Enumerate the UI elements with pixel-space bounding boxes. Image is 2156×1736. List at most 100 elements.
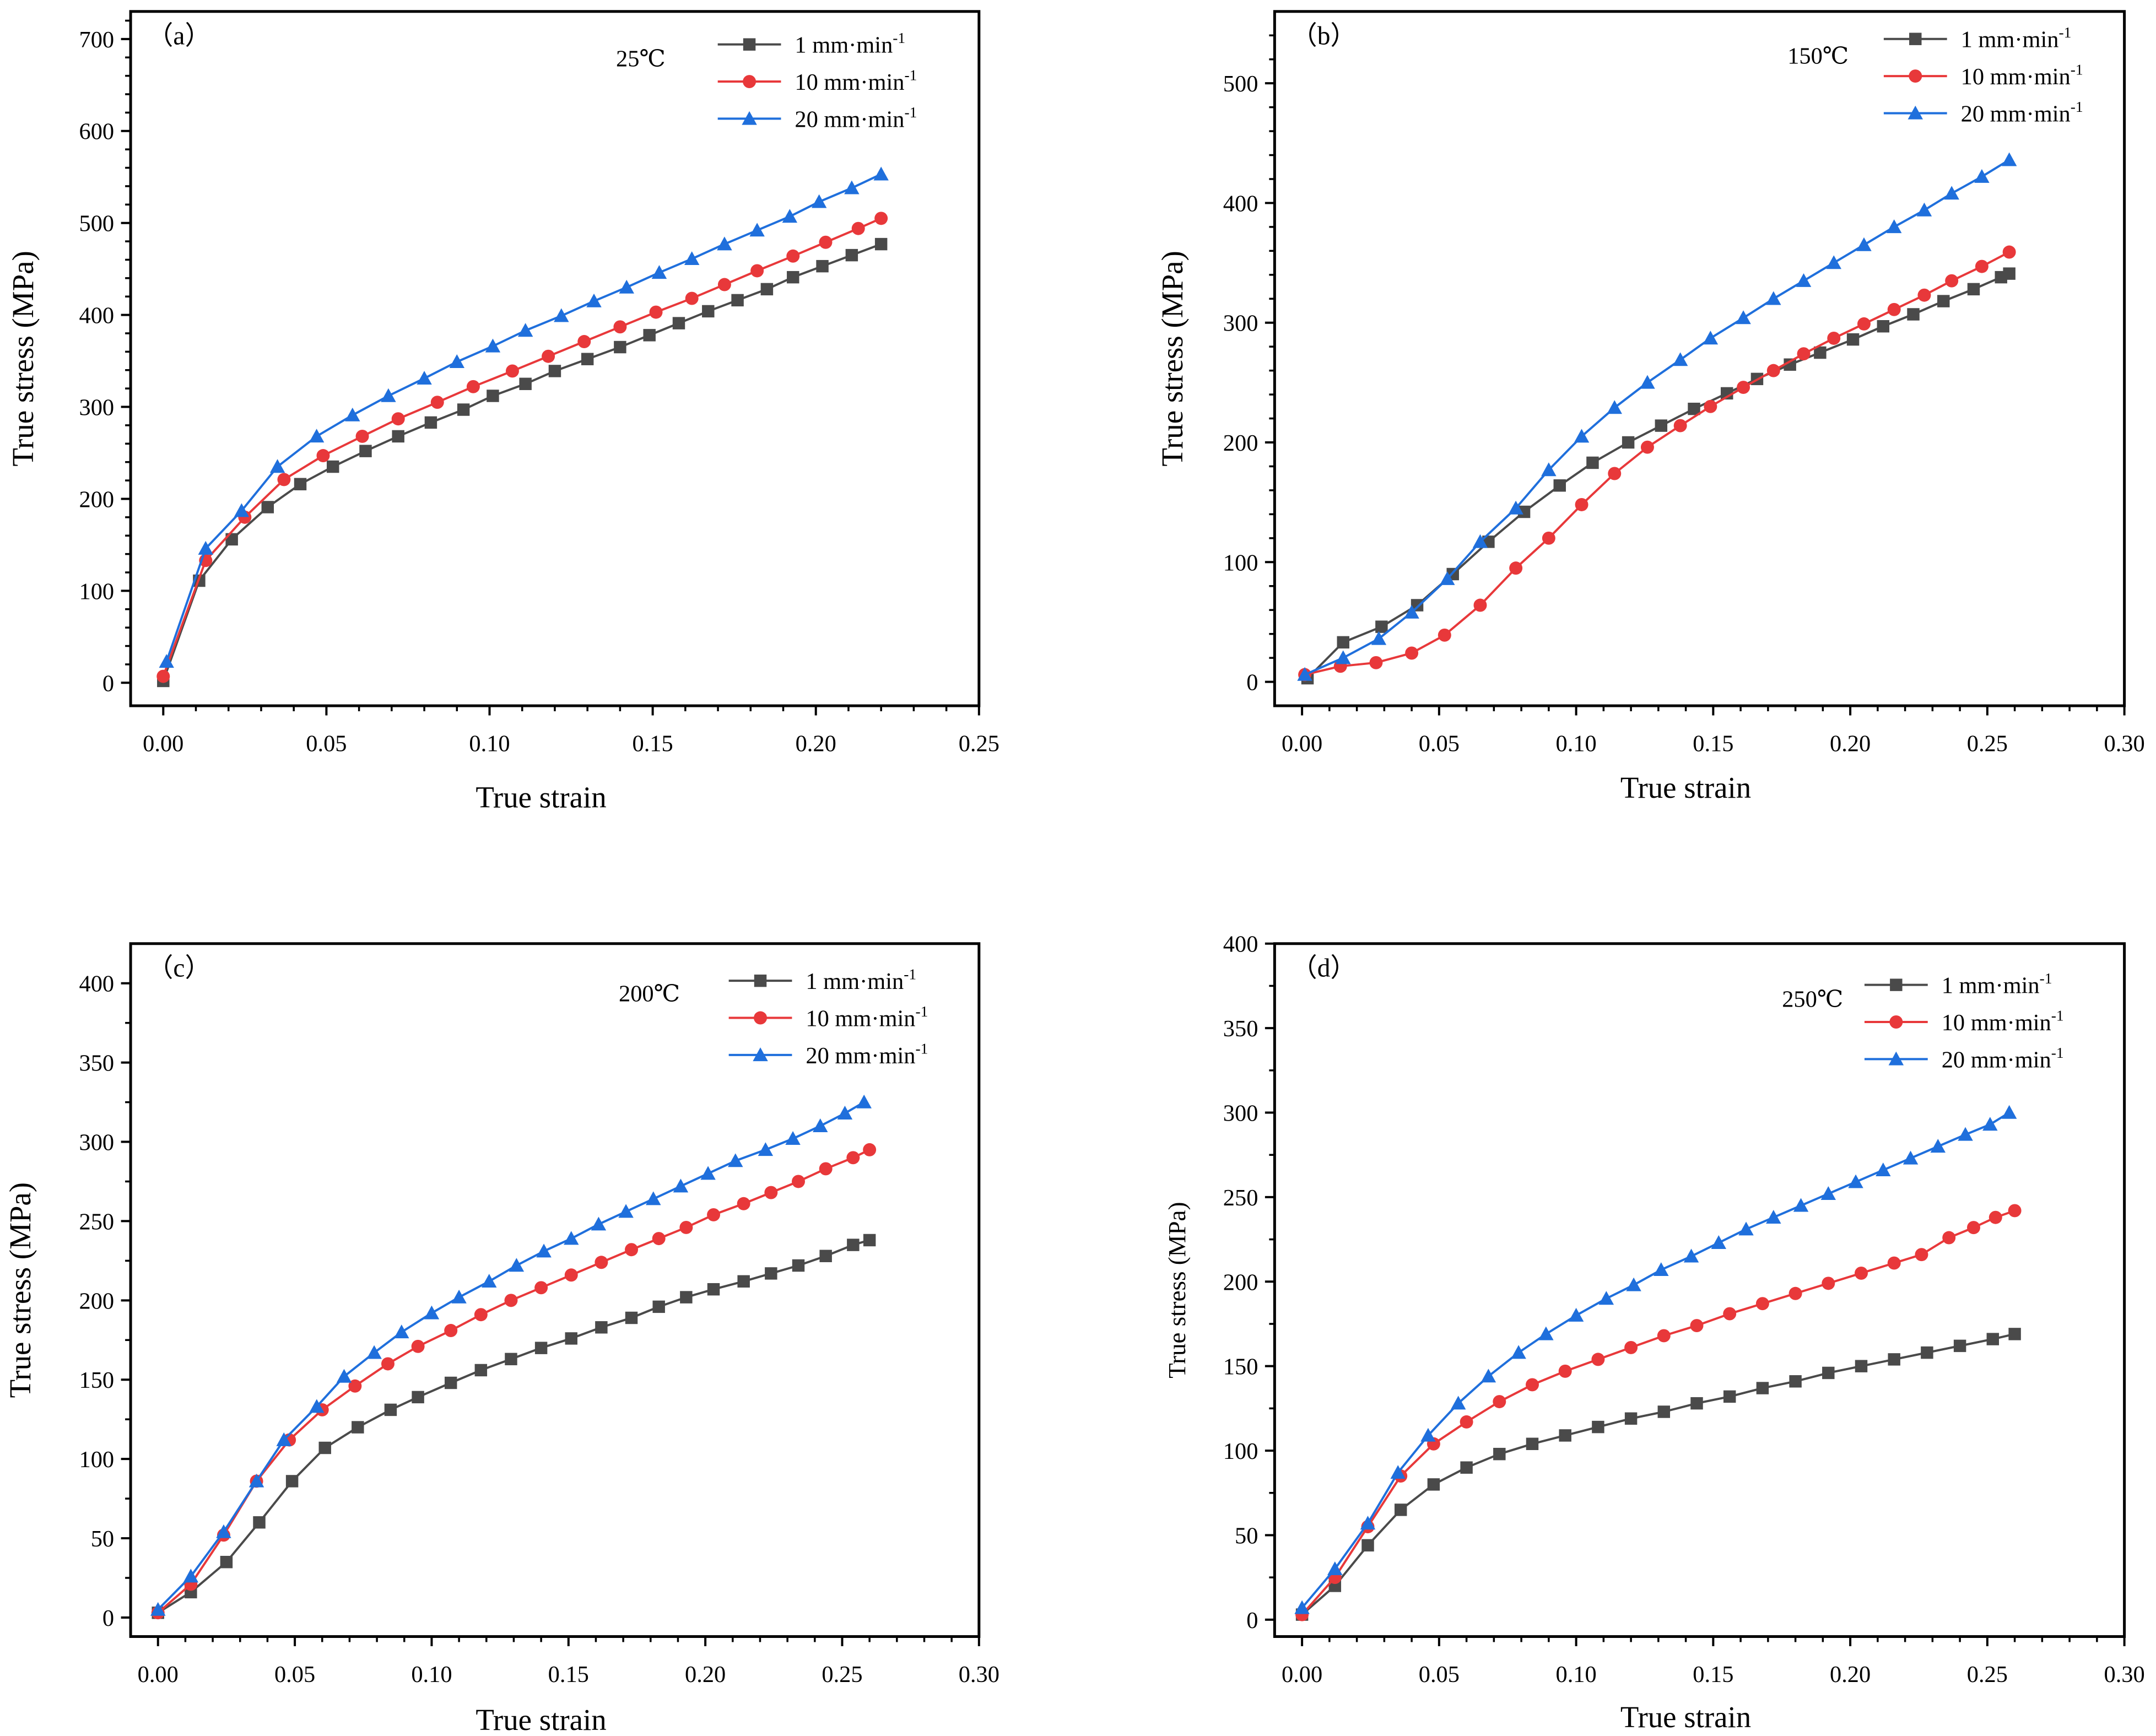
- y-tick-label: 400: [79, 971, 115, 997]
- data-point-square: [787, 271, 799, 284]
- x-tick-label: 0.10: [411, 1662, 452, 1688]
- data-point-triangle: [1420, 1427, 1436, 1442]
- y-tick-label: 300: [1223, 311, 1258, 337]
- data-point-circle: [1855, 1266, 1868, 1280]
- x-tick-label: 0.20: [796, 731, 836, 756]
- data-point-triangle: [1738, 1221, 1754, 1236]
- data-point-triangle: [700, 1166, 716, 1180]
- legend-marker-circle-icon: [1909, 69, 1922, 83]
- x-tick-label: 0.25: [822, 1662, 862, 1688]
- data-point-triangle: [309, 429, 325, 443]
- data-point-triangle: [183, 1569, 199, 1583]
- y-tick-label: 100: [79, 578, 115, 604]
- legend-label: 20 mm·min-1: [1961, 99, 2083, 127]
- legend-label-text: 1 mm·min: [1942, 973, 2040, 999]
- legend-marker-triangle-icon: [742, 111, 757, 125]
- y-tick-label: 300: [1223, 1100, 1258, 1126]
- y-tick-label: 200: [79, 486, 115, 512]
- data-point-circle: [786, 249, 800, 263]
- y-tick-label: 300: [79, 395, 115, 421]
- data-point-triangle: [509, 1258, 525, 1272]
- data-point-triangle: [1371, 631, 1387, 645]
- data-point-square: [680, 1291, 693, 1304]
- legend-label: 1 mm·min-1: [1942, 970, 2052, 998]
- data-point-square: [614, 340, 626, 354]
- data-point-triangle: [646, 1191, 661, 1205]
- x-tick-label: 0.15: [1693, 1662, 1733, 1688]
- y-tick-label: 50: [91, 1526, 114, 1552]
- data-point-triangle: [728, 1153, 743, 1167]
- data-point-square: [457, 403, 470, 416]
- chart-panel-a: 0.00 0.05 0.10 0.15 0.20 0.25 0 100 200 300 400 500…: [6, 10, 999, 814]
- legend-item: 20 mm·min-1: [1864, 1045, 2064, 1073]
- data-point-circle: [1608, 467, 1622, 480]
- data-point-triangle: [1404, 604, 1419, 619]
- data-point-triangle: [1793, 1198, 1809, 1212]
- data-point-triangle: [366, 1345, 382, 1359]
- data-point-circle: [863, 1143, 877, 1156]
- data-point-triangle: [485, 338, 501, 353]
- data-point-triangle: [1916, 202, 1932, 217]
- data-point-square: [845, 248, 858, 262]
- x-tick-label: 0.25: [1967, 731, 2008, 756]
- data-point-circle: [1945, 274, 1959, 288]
- data-point-circle: [764, 1186, 778, 1199]
- x-axis-label: True strain: [1620, 771, 1751, 804]
- panel-label: （c）: [147, 954, 211, 983]
- legend-label: 10 mm·min-1: [1961, 62, 2083, 90]
- data-point-circle: [1915, 1248, 1928, 1262]
- legend-label: 10 mm·min-1: [795, 67, 917, 95]
- data-point-triangle: [618, 1204, 634, 1218]
- data-point-circle: [564, 1268, 578, 1282]
- data-point-square: [261, 501, 274, 513]
- data-point-circle: [874, 212, 888, 225]
- data-point-triangle: [216, 1524, 231, 1538]
- series-triangle: [159, 166, 889, 668]
- y-tick-label: 150: [79, 1367, 115, 1393]
- data-point-square: [1460, 1461, 1473, 1474]
- data-point-square: [1559, 1429, 1571, 1442]
- y-tick-label: 600: [79, 119, 115, 145]
- x-tick-label: 0.15: [548, 1662, 589, 1688]
- data-point-triangle: [1574, 429, 1590, 443]
- legend-item: 1 mm·min-1: [717, 30, 905, 58]
- plot-frame: [1273, 10, 2126, 707]
- data-point-triangle: [749, 223, 765, 237]
- data-point-triangle: [1903, 1150, 1919, 1165]
- series-circle: [1298, 245, 2016, 682]
- data-point-triangle: [1541, 462, 1557, 477]
- data-point-square: [1493, 1447, 1506, 1461]
- data-point-circle: [1405, 646, 1419, 660]
- data-point-square: [1688, 402, 1700, 415]
- x-tick-label: 0.05: [1419, 731, 1460, 756]
- data-point-circle: [1673, 419, 1687, 432]
- data-point-triangle: [417, 371, 432, 385]
- data-point-square: [352, 1421, 364, 1434]
- y-tick-label: 200: [1223, 1269, 1258, 1295]
- data-point-square: [294, 478, 307, 490]
- data-point-circle: [707, 1208, 721, 1221]
- data-point-square: [1756, 1382, 1769, 1394]
- legend-label-superscript: -1: [893, 30, 905, 46]
- data-point-circle: [577, 335, 591, 349]
- data-point-triangle: [517, 323, 533, 337]
- legend-label-text: 10 mm·min: [806, 1005, 915, 1031]
- data-point-circle: [444, 1324, 458, 1338]
- legend-label-text: 1 mm·min: [1961, 27, 2059, 53]
- legend-label: 20 mm·min-1: [795, 104, 917, 132]
- data-point-triangle: [837, 1105, 853, 1120]
- data-point-triangle: [1654, 1262, 1669, 1277]
- panel-label: （d）: [1291, 954, 1357, 983]
- x-axis-label: True strain: [475, 781, 606, 814]
- data-point-triangle: [1297, 667, 1312, 681]
- data-point-circle: [474, 1308, 488, 1322]
- data-point-square: [760, 283, 774, 296]
- data-point-triangle: [1390, 1465, 1406, 1479]
- x-axis-label: True strain: [1620, 1700, 1751, 1734]
- legend-label-superscript: -1: [2071, 99, 2083, 115]
- data-point-triangle: [717, 236, 732, 251]
- x-tick-label: 0.00: [143, 731, 183, 756]
- y-tick-label: 200: [79, 1288, 115, 1314]
- x-tick-label: 0.30: [2104, 1662, 2144, 1688]
- temperature-annotation: 25℃: [616, 46, 666, 72]
